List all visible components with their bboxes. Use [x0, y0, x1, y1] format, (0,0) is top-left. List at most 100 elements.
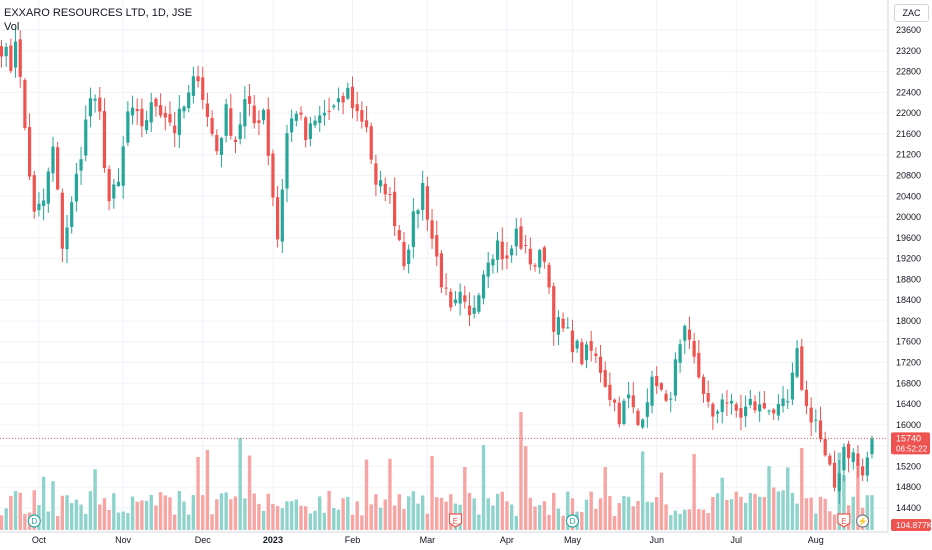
candle-body — [837, 473, 841, 492]
candle-body — [528, 248, 532, 265]
split-marker[interactable] — [856, 514, 870, 528]
volume-bar — [523, 446, 528, 530]
volume-bar — [149, 494, 153, 530]
time-tick-label: Jun — [649, 535, 664, 545]
price-tick-label: 23600 — [896, 25, 921, 35]
candle-body — [411, 211, 415, 247]
volume-bar — [163, 495, 167, 530]
candle-body — [781, 398, 785, 407]
dividend-marker[interactable] — [27, 514, 41, 528]
candle-body — [636, 410, 640, 425]
candle-body — [126, 111, 130, 143]
volume-bar — [257, 503, 261, 530]
volume-bar — [598, 498, 603, 530]
volume-bar — [378, 507, 383, 530]
candle-body — [729, 400, 734, 404]
volume-tag — [891, 519, 931, 531]
candle-body — [271, 153, 275, 198]
volume-bar — [107, 509, 111, 530]
candle-body — [378, 180, 383, 187]
candle-body — [219, 138, 224, 155]
candle-body — [472, 307, 476, 314]
volume-label[interactable]: Vol — [4, 21, 20, 33]
symbol-title[interactable]: EXXARO RESOURCES LTD, 1D, JSE — [4, 7, 193, 19]
candle-body — [664, 393, 668, 401]
candle-body — [163, 112, 167, 118]
volume-bar — [93, 469, 97, 530]
currency-button[interactable]: ZAC — [894, 4, 929, 22]
candle-body — [552, 286, 556, 332]
volume-bar — [439, 497, 444, 530]
candle-body — [374, 163, 378, 185]
time-tick-label: Dec — [195, 535, 212, 545]
candle-body — [37, 203, 41, 211]
candle-body — [229, 108, 233, 136]
volume-bar — [767, 466, 771, 530]
volume-bar — [168, 497, 172, 530]
volume-bar — [13, 491, 18, 530]
candle-body — [313, 120, 317, 126]
volume-bar — [397, 494, 401, 530]
price-tick-label: 20800 — [896, 170, 921, 180]
price-tick-label: 22800 — [896, 67, 921, 77]
candle-body — [364, 120, 369, 128]
time-tick-label: Oct — [32, 535, 47, 545]
candle-body — [495, 240, 500, 260]
volume-bar — [74, 499, 79, 530]
price-tick-label: 14800 — [896, 482, 921, 492]
candle-body — [65, 227, 69, 250]
volume-bar — [238, 438, 242, 530]
volume-bar — [46, 511, 50, 530]
candle-body — [519, 226, 523, 249]
candle-body — [168, 114, 172, 123]
volume-bar — [776, 491, 781, 530]
candle-body — [360, 110, 364, 122]
candle-body — [154, 98, 158, 107]
candle-body — [720, 399, 724, 412]
volume-bar — [786, 467, 790, 530]
event-markers[interactable]: D E D E ⚡ — [27, 513, 870, 528]
volume-bar — [187, 514, 191, 530]
candle-body — [285, 133, 289, 189]
time-axis[interactable]: Oct Nov Dec 2023 Feb Mar Apr May Jun Jul Aug — [32, 535, 824, 545]
candle-body — [130, 107, 135, 116]
marker-label: D — [31, 517, 37, 526]
candle-body — [74, 173, 78, 202]
candle-body — [594, 353, 598, 357]
candle-body — [870, 438, 874, 455]
volume-bar — [626, 496, 631, 530]
volume-bar — [697, 509, 701, 530]
price-axis[interactable]: 23600 23200 22800 22400 22000 21600 21200 20800… — [896, 25, 921, 513]
candle-body — [397, 229, 401, 240]
volume-bar — [804, 498, 809, 530]
volume-bar — [88, 491, 93, 530]
candle-body — [561, 318, 565, 329]
earnings-marker[interactable] — [837, 513, 851, 528]
volume-bar — [664, 504, 668, 530]
candle-body — [102, 111, 107, 169]
earnings-marker[interactable] — [448, 513, 463, 528]
candle-body — [865, 457, 869, 476]
candle-body — [177, 108, 181, 136]
candle-body — [734, 404, 738, 411]
volume-bar — [364, 459, 369, 530]
volume-bar — [60, 495, 65, 530]
price-tick-label: 19600 — [896, 233, 921, 243]
candle-body — [0, 46, 4, 57]
candle-body — [673, 359, 678, 396]
volume-bar — [425, 513, 430, 530]
dividend-marker[interactable] — [565, 514, 580, 528]
candle-body — [687, 329, 692, 340]
candle-body — [13, 41, 18, 68]
candle-body — [439, 253, 444, 288]
price-tick-label: 21200 — [896, 150, 921, 160]
volume-bar — [32, 490, 36, 530]
grid — [0, 0, 888, 532]
time-tick-label: Apr — [500, 535, 514, 545]
candle-body — [93, 98, 97, 101]
volume-bar — [233, 496, 238, 530]
volume-bar — [669, 515, 673, 530]
price-tick-label: 22400 — [896, 87, 921, 97]
